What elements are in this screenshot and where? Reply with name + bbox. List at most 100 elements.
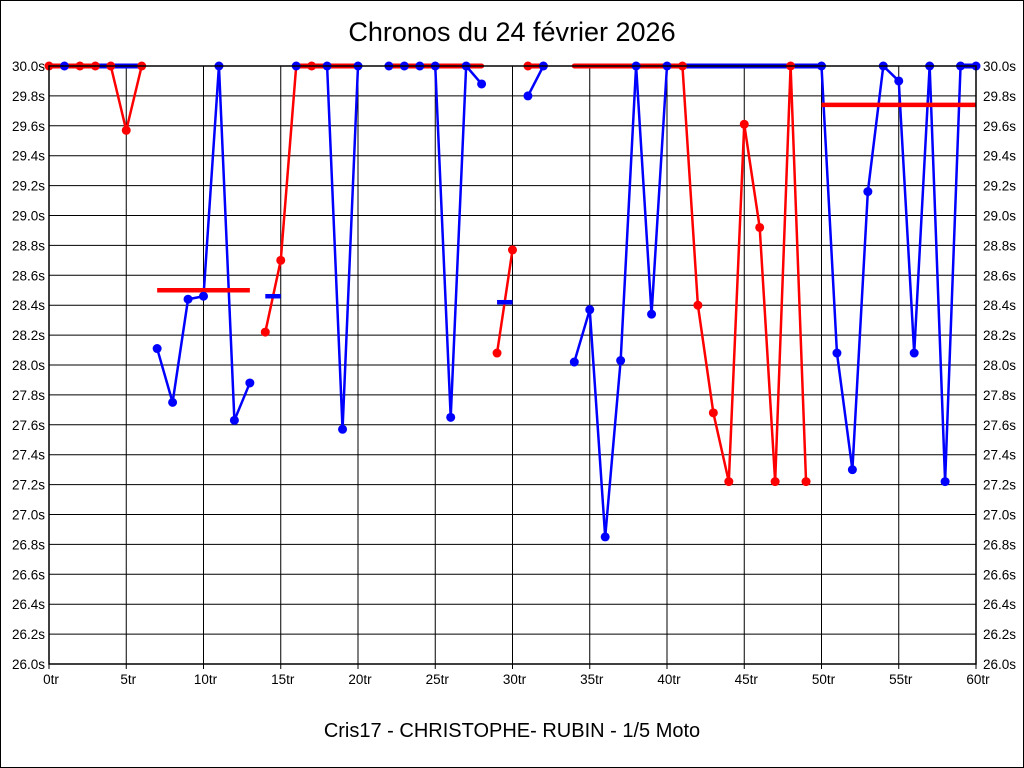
chrono-blue-line bbox=[866, 64, 885, 193]
y-axis-label-right: 29.4s bbox=[983, 149, 1016, 164]
chrono-blue-dot bbox=[523, 91, 533, 101]
chrono-blue-line bbox=[325, 64, 344, 431]
x-axis-label: 45tr bbox=[735, 672, 759, 687]
chrono-red-dot bbox=[492, 348, 502, 358]
chrono-blue-dot bbox=[199, 291, 208, 301]
chrono-red-line bbox=[789, 64, 808, 483]
y-axis-label-left: 26.6s bbox=[12, 567, 45, 582]
chrono-red-line bbox=[743, 123, 761, 229]
x-axis-label: 60tr bbox=[966, 672, 990, 687]
chrono-red-line bbox=[758, 226, 777, 483]
chrono-blue-dot bbox=[940, 477, 950, 487]
y-axis-label-right: 28.2s bbox=[983, 328, 1016, 343]
y-axis-label-left: 27.4s bbox=[12, 448, 45, 463]
chrono-red-line bbox=[125, 64, 143, 132]
chrono-blue-line bbox=[835, 351, 854, 471]
chrono-red-line bbox=[696, 303, 715, 415]
y-axis-label-right: 29.0s bbox=[983, 209, 1016, 224]
y-axis-label-right: 28.0s bbox=[983, 358, 1016, 373]
y-axis-label-right: 28.4s bbox=[983, 298, 1016, 313]
x-axis-label: 55tr bbox=[889, 672, 913, 687]
chrono-blue-dot bbox=[477, 79, 487, 89]
x-axis-label: 5tr bbox=[120, 672, 136, 687]
chrono-blue-line bbox=[434, 64, 452, 419]
chrono-red-dot bbox=[276, 255, 286, 265]
chrono-red-dot bbox=[708, 408, 718, 418]
y-axis-label-left: 30.0s bbox=[12, 59, 45, 74]
x-axis-label: 50tr bbox=[812, 672, 836, 687]
y-axis-label-left: 28.2s bbox=[12, 328, 45, 343]
y-axis-label-right: 30.0s bbox=[983, 59, 1016, 74]
chrono-blue-dot bbox=[847, 465, 857, 475]
chrono-blue-dot bbox=[909, 348, 919, 358]
chrono-blue-dot bbox=[863, 187, 873, 197]
chrono-red-dot bbox=[755, 222, 765, 232]
x-axis-label: 20tr bbox=[348, 672, 372, 687]
y-axis-label-right: 27.4s bbox=[983, 448, 1016, 463]
y-axis-label-right: 28.8s bbox=[983, 238, 1016, 253]
chrono-blue-dot bbox=[183, 294, 193, 304]
chrono-red-dot bbox=[693, 300, 703, 310]
chrono-blue-line bbox=[912, 64, 931, 355]
y-axis-label-left: 28.8s bbox=[12, 238, 45, 253]
chrono-red-dot bbox=[260, 327, 270, 337]
x-axis-label: 30tr bbox=[503, 672, 527, 687]
chrono-red-dot bbox=[724, 477, 734, 487]
chrono-blue-dot bbox=[647, 309, 657, 319]
chrono-blue-dot bbox=[168, 397, 178, 407]
y-axis-label-right: 26.0s bbox=[983, 657, 1016, 672]
chrono-red-line bbox=[727, 123, 746, 483]
chrono-red-line bbox=[712, 411, 731, 483]
chrono-blue-dot bbox=[229, 415, 239, 425]
y-axis-label-left: 29.4s bbox=[12, 149, 45, 164]
y-axis-label-right: 26.6s bbox=[983, 567, 1016, 582]
chrono-blue-dot bbox=[446, 412, 456, 422]
chrono-blue-line bbox=[928, 64, 947, 483]
y-axis-label-left: 27.2s bbox=[12, 478, 45, 493]
chrono-blue-line bbox=[820, 64, 839, 355]
y-axis-label-right: 27.6s bbox=[983, 418, 1016, 433]
chrono-red-line bbox=[109, 64, 128, 132]
y-axis-label-right: 29.2s bbox=[983, 179, 1016, 194]
y-axis-label-right: 29.6s bbox=[983, 119, 1016, 134]
x-axis-label: 40tr bbox=[657, 672, 681, 687]
y-axis-label-right: 27.8s bbox=[983, 388, 1016, 403]
chrono-blue-dot bbox=[338, 424, 348, 434]
y-axis-label-right: 26.2s bbox=[983, 627, 1016, 642]
chrono-blue-dot bbox=[616, 356, 626, 366]
chrono-blue-line bbox=[341, 64, 360, 431]
chrono-red-dot bbox=[801, 477, 811, 487]
y-axis-label-left: 27.6s bbox=[12, 418, 45, 433]
x-axis-label: 35tr bbox=[580, 672, 604, 687]
chrono-blue-line bbox=[619, 64, 638, 362]
y-axis-label-left: 28.6s bbox=[12, 268, 45, 283]
chrono-blue-line bbox=[526, 64, 545, 98]
x-axis-label: 10tr bbox=[194, 672, 218, 687]
chrono-red-dot bbox=[121, 125, 131, 135]
plot-border bbox=[48, 65, 977, 665]
chrono-red-dot bbox=[739, 119, 749, 129]
chrono-blue-line bbox=[588, 308, 607, 539]
y-axis-label-left: 27.0s bbox=[12, 508, 45, 523]
chrono-blue-dot bbox=[569, 357, 579, 367]
y-axis-label-right: 27.0s bbox=[983, 508, 1016, 523]
y-axis-label-left: 28.0s bbox=[12, 358, 45, 373]
chrono-blue-line bbox=[603, 359, 622, 539]
chrono-red-line bbox=[681, 64, 700, 307]
chrono-blue-line bbox=[202, 64, 221, 298]
chrono-blue-line bbox=[217, 64, 236, 422]
y-axis-label-right: 27.2s bbox=[983, 478, 1016, 493]
chrono-blue-line bbox=[155, 347, 174, 404]
y-axis-label-right: 29.8s bbox=[983, 89, 1016, 104]
x-axis-label: 0tr bbox=[43, 672, 59, 687]
chrono-blue-line bbox=[449, 64, 468, 419]
chrono-blue-dot bbox=[245, 378, 255, 388]
chart-subtitle: Cris17 - CHRISTOPHE- RUBIN - 1/5 Moto bbox=[323, 720, 701, 742]
y-axis-label-right: 28.6s bbox=[983, 268, 1016, 283]
y-axis-label-left: 26.2s bbox=[12, 627, 45, 642]
y-axis-label-left: 29.0s bbox=[12, 209, 45, 224]
chrono-blue-line bbox=[573, 308, 591, 364]
y-axis-label-left: 28.4s bbox=[12, 298, 45, 313]
